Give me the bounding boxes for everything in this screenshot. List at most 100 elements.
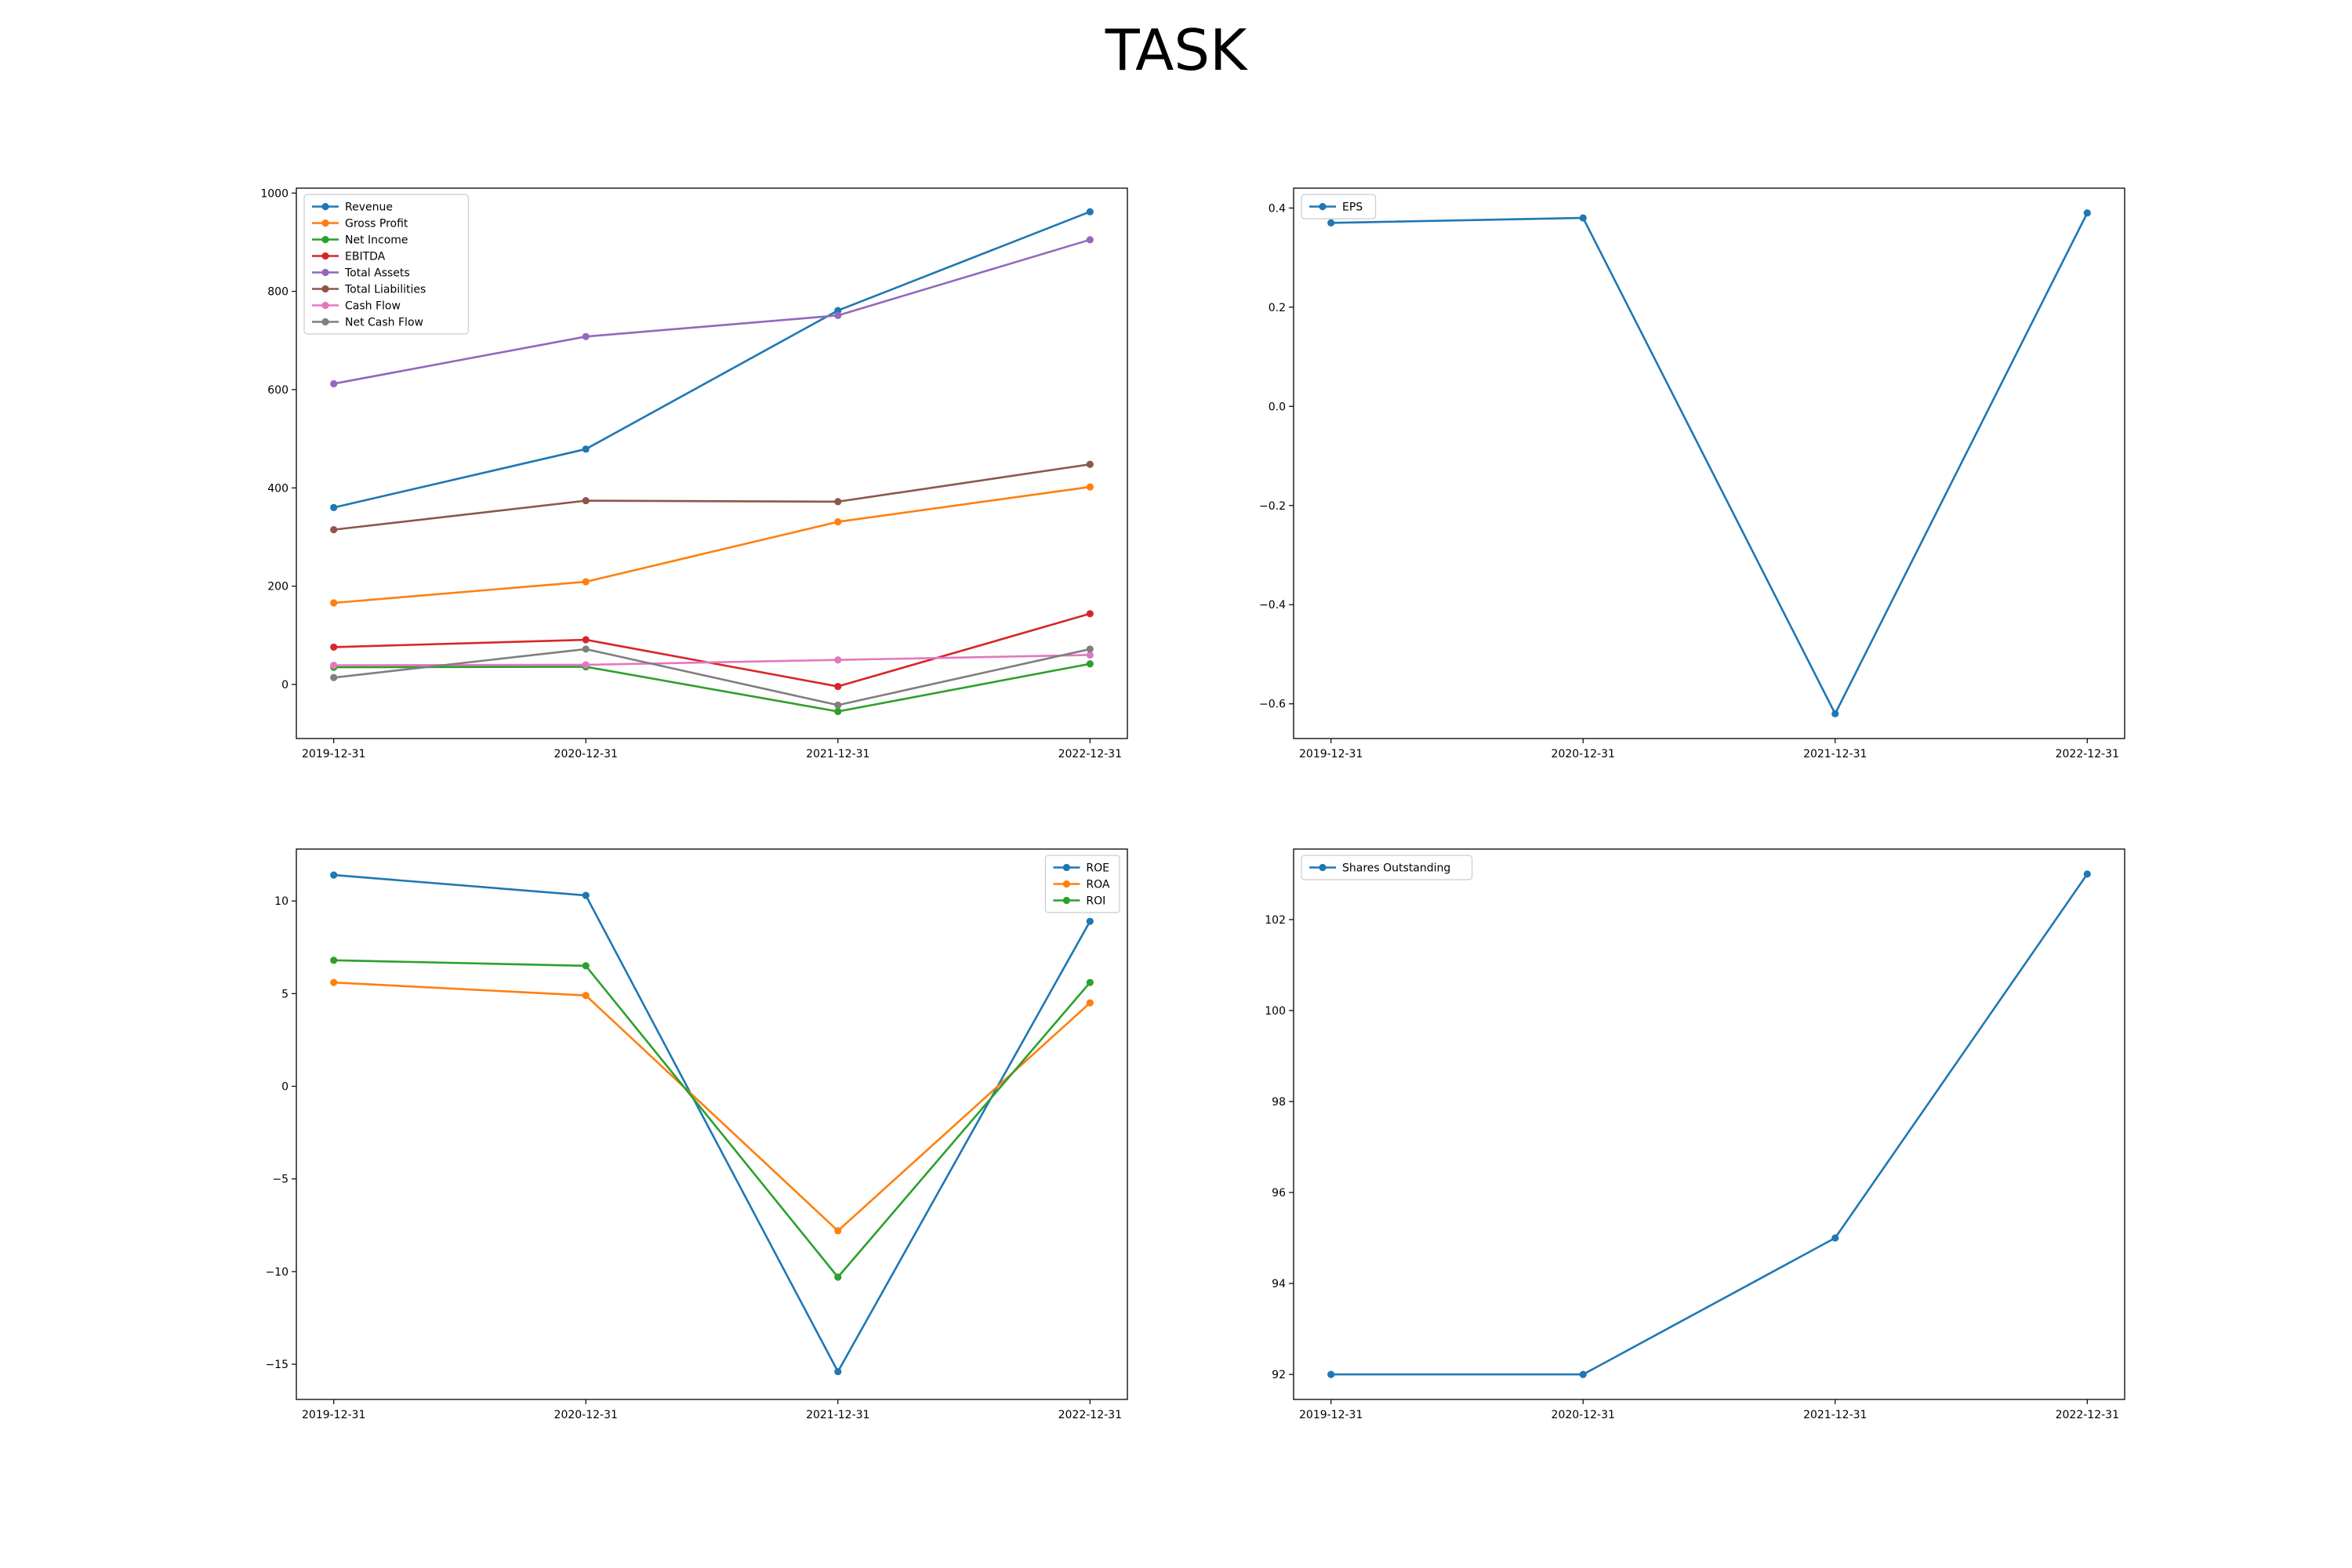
y-tick-label: −10 xyxy=(265,1266,289,1279)
series-cash-flow xyxy=(330,651,1094,670)
y-tick-label: 92 xyxy=(1272,1369,1286,1381)
y-tick-label: 1000 xyxy=(260,187,289,200)
legend-marker xyxy=(321,318,329,326)
series-line xyxy=(333,485,1091,604)
legend-marker xyxy=(1319,863,1327,872)
y-tick-label: 98 xyxy=(1272,1096,1286,1109)
data-point xyxy=(1086,978,1094,986)
axes-frame xyxy=(296,848,1128,1400)
y-tick-label: −0.4 xyxy=(1259,599,1286,612)
data-point xyxy=(582,992,590,1000)
data-point xyxy=(1086,610,1094,618)
data-point xyxy=(330,503,338,512)
legend-box xyxy=(1301,194,1377,220)
data-point xyxy=(834,498,842,506)
data-point xyxy=(582,891,590,899)
series-shares-outstanding xyxy=(1327,870,2091,1378)
data-point xyxy=(1831,710,1839,717)
data-point xyxy=(330,643,338,652)
x-tick-label: 2021-12-31 xyxy=(806,748,869,760)
axes-frame xyxy=(1293,848,2125,1400)
series-roi xyxy=(330,956,1094,1281)
data-point xyxy=(582,962,590,970)
y-tick-label: 800 xyxy=(267,286,289,299)
series-total-liabilities xyxy=(330,460,1094,534)
legend-marker xyxy=(1062,880,1070,888)
data-point xyxy=(1086,999,1094,1007)
legend-label: Net Income xyxy=(345,234,408,247)
chart-panel-1: 2019-12-31 2020-12-31 2021-12-31 2022-12-31… xyxy=(260,187,1128,760)
legend-marker xyxy=(321,252,329,260)
y-tick-label: 400 xyxy=(267,482,289,495)
y-tick-label: −5 xyxy=(272,1174,289,1186)
data-point xyxy=(330,662,338,670)
data-point xyxy=(834,1367,842,1376)
y-tick-label: 0 xyxy=(281,679,289,691)
series-line xyxy=(1330,873,2089,1376)
data-point xyxy=(1086,483,1094,491)
series-line xyxy=(333,981,1091,1232)
data-point xyxy=(582,636,590,644)
legend-box xyxy=(303,194,469,335)
legend-marker xyxy=(321,268,329,277)
figure-title: TASK xyxy=(1105,17,1247,83)
legend-marker xyxy=(321,235,329,244)
data-point xyxy=(330,526,338,534)
legend-label: EBITDA xyxy=(345,251,386,263)
y-tick-label: −0.6 xyxy=(1259,699,1286,711)
data-point xyxy=(1086,917,1094,925)
y-tick-label: 10 xyxy=(274,895,289,908)
series-line xyxy=(333,612,1091,688)
y-tick-label: 0 xyxy=(281,1081,289,1094)
y-tick-label: 0.0 xyxy=(1269,401,1286,413)
legend: EPS xyxy=(1301,194,1377,220)
data-point xyxy=(330,599,338,607)
legend-label: Total Liabilities xyxy=(344,284,426,296)
x-tick-label: 2022-12-31 xyxy=(1058,1409,1122,1421)
legend-label: Revenue xyxy=(345,201,393,214)
legend-box xyxy=(1301,855,1473,880)
x-tick-label: 2019-12-31 xyxy=(302,1409,365,1421)
data-point xyxy=(834,311,842,319)
legend-marker xyxy=(1319,202,1327,211)
series-line xyxy=(333,959,1091,1279)
legend-label: Shares Outstanding xyxy=(1342,862,1450,875)
data-point xyxy=(2083,870,2091,878)
y-tick-label: 94 xyxy=(1272,1278,1286,1290)
legend-label: Total Assets xyxy=(344,267,410,280)
y-tick-label: 5 xyxy=(281,988,289,1000)
data-point xyxy=(1086,460,1094,468)
series-line xyxy=(333,654,1091,666)
series-eps xyxy=(1327,209,2091,717)
series-roa xyxy=(330,978,1094,1235)
legend-label: ROI xyxy=(1086,895,1105,908)
legend-label: Gross Profit xyxy=(345,218,408,230)
x-tick-label: 2022-12-31 xyxy=(2056,748,2119,760)
y-tick-label: 102 xyxy=(1265,914,1286,927)
series-gross-profit xyxy=(330,483,1094,607)
data-point xyxy=(582,645,590,653)
y-tick-label: 0.4 xyxy=(1269,202,1286,215)
data-point xyxy=(330,871,338,879)
series-net-cash-flow xyxy=(330,645,1094,709)
data-point xyxy=(582,578,590,586)
data-point xyxy=(582,445,590,453)
data-point xyxy=(1579,214,1587,222)
y-tick-label: 96 xyxy=(1272,1187,1286,1200)
data-point xyxy=(834,682,842,691)
series-total-assets xyxy=(330,236,1094,388)
data-point xyxy=(1579,1370,1587,1378)
chart-panel-4: 2019-12-31 2020-12-31 2021-12-31 2022-12-31… xyxy=(1265,848,2125,1421)
x-tick-label: 2020-12-31 xyxy=(1552,748,1615,760)
data-point xyxy=(834,656,842,664)
data-point xyxy=(582,332,590,340)
series-net-income xyxy=(330,660,1094,716)
data-point xyxy=(834,701,842,709)
y-tick-label: −15 xyxy=(265,1359,289,1371)
x-tick-label: 2020-12-31 xyxy=(554,748,618,760)
series-roe xyxy=(330,871,1094,1376)
data-point xyxy=(1086,660,1094,668)
data-point xyxy=(1327,219,1335,227)
chart-panel-2: 2019-12-31 2020-12-31 2021-12-31 2022-12-31… xyxy=(1259,187,2125,760)
